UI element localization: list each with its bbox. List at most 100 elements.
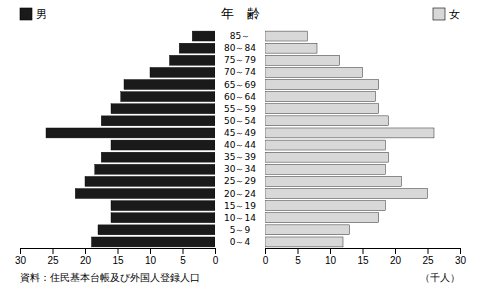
annotation: 資料：住民基本台帳及び外国人登録人口 (20, 272, 200, 283)
bar (265, 92, 376, 102)
category-labels: 0～4 5～9 10～14 15～19 20～24 25～29 30～34 35～39 40～4… (224, 31, 256, 247)
bar (265, 189, 428, 199)
bar (265, 116, 389, 126)
legend: 男 (20, 8, 47, 21)
tick-label: 10 (145, 255, 157, 266)
tick-label: 5 (180, 255, 186, 266)
legend: 女 (433, 8, 460, 21)
category-label: 20～24 (224, 189, 256, 199)
tick-label: 10 (325, 255, 337, 266)
tick-mark (85, 248, 86, 254)
category-label: 80～84 (224, 43, 256, 53)
tick: 0 (263, 248, 269, 266)
category-label: 70～74 (224, 67, 256, 77)
bar (179, 43, 215, 53)
bar (265, 176, 402, 186)
bar (265, 80, 379, 90)
bar (85, 176, 215, 186)
bar (111, 104, 215, 114)
tick: 15 (112, 248, 124, 266)
tick: 30 (15, 248, 27, 266)
category-label: 75～79 (224, 55, 256, 65)
bar (192, 31, 215, 41)
tick-label: 30 (455, 255, 467, 266)
bar (75, 189, 215, 199)
tick-label: 20 (390, 255, 402, 266)
category-label: 0～4 (230, 237, 251, 247)
bar (124, 80, 215, 90)
category-label: 65～69 (224, 80, 256, 90)
tick-mark (53, 248, 54, 254)
category-label: 50～54 (224, 116, 256, 126)
tick: 25 (47, 248, 59, 266)
tick-mark (118, 248, 119, 254)
tick-mark (395, 248, 396, 254)
tick-mark (330, 248, 331, 254)
legend-label: 女 (449, 8, 460, 21)
category-label: 40～44 (224, 140, 256, 150)
tick-label: 30 (15, 255, 27, 266)
tick-label: 5 (295, 255, 301, 266)
tick: 25 (422, 248, 434, 266)
tick-mark (150, 248, 151, 254)
category-label: 25～29 (224, 176, 256, 186)
tick-mark (215, 248, 216, 254)
tick: 20 (80, 248, 92, 266)
bar (98, 225, 215, 235)
x-axis: 0 5 10 15 20 25 30 (263, 248, 467, 266)
bar (111, 201, 215, 211)
bar (265, 213, 379, 223)
bar (111, 140, 215, 150)
bar (265, 43, 317, 53)
bar (265, 140, 385, 150)
category-label: 5～9 (230, 225, 251, 235)
bar (265, 225, 350, 235)
bar (265, 164, 385, 174)
tick-mark (20, 248, 21, 254)
legend-swatch (433, 8, 445, 20)
tick-mark (298, 248, 299, 254)
tick-mark (265, 248, 266, 254)
title: 年 齢 (221, 6, 260, 21)
tick-label: 20 (80, 255, 92, 266)
category-label: 15～19 (224, 201, 256, 211)
category-label: 85～ (230, 31, 250, 41)
bar (46, 128, 215, 138)
bar (101, 116, 215, 126)
category-label: 10～14 (224, 213, 256, 223)
tick-mark (460, 248, 461, 254)
bar (265, 201, 385, 211)
tick: 0 (213, 248, 219, 266)
x-axis-label: （千人） (420, 272, 460, 283)
bar (265, 152, 389, 162)
category-label: 55～59 (224, 104, 256, 114)
tick-label: 15 (112, 255, 124, 266)
legend-label: 男 (36, 8, 47, 21)
bar (111, 213, 215, 223)
tick: 15 (357, 248, 369, 266)
bar (92, 237, 216, 247)
bar (265, 237, 343, 247)
bar (170, 55, 216, 65)
bar (150, 67, 215, 77)
category-label: 45～49 (224, 128, 256, 138)
bars-1 (265, 31, 434, 247)
category-label: 35～39 (224, 152, 256, 162)
x-axis: 0 5 10 15 20 25 30 (15, 248, 219, 266)
tick: 10 (325, 248, 337, 266)
bar (95, 164, 215, 174)
bar (121, 92, 215, 102)
bar (265, 55, 340, 65)
tick-mark (363, 248, 364, 254)
tick-label: 15 (357, 255, 369, 266)
bar (265, 104, 379, 114)
bar (265, 128, 434, 138)
tick: 5 (295, 248, 301, 266)
legend-swatch (20, 8, 32, 20)
tick: 20 (390, 248, 402, 266)
tick: 10 (145, 248, 157, 266)
tick: 30 (455, 248, 467, 266)
category-label: 30～34 (224, 164, 256, 174)
tick-label: 0 (213, 255, 219, 266)
tick-label: 25 (47, 255, 59, 266)
